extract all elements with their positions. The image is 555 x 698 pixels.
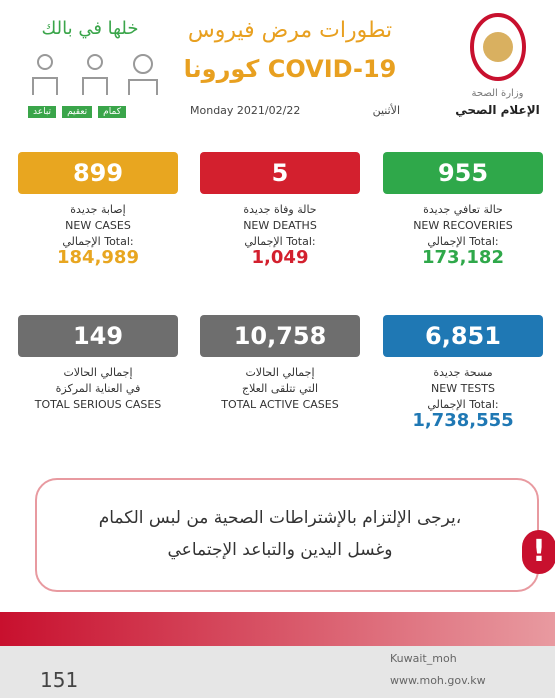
day: الأثنين	[372, 104, 400, 117]
logo	[470, 13, 526, 81]
notice-box	[35, 478, 539, 592]
phone: 151	[40, 668, 79, 692]
card-label-en: TOTAL SERIOUS CASES	[34, 398, 162, 411]
footer-stripe	[0, 612, 555, 646]
card-value: 149	[18, 315, 178, 357]
card-total: 173,182	[422, 247, 504, 268]
card-value: 6,851	[383, 315, 543, 357]
card-label-ar: إجمالي الحالات	[63, 366, 133, 379]
card-label-ar2: التي تتلقى العلاج	[241, 382, 319, 395]
title-line2: كورونا COVID-19	[183, 55, 397, 83]
notice-line2: وغسل اليدين والتباعد الإجتماعي	[167, 540, 393, 560]
social: Kuwait_moh	[390, 652, 457, 665]
title-line1: تطورات مرض فيروس	[187, 18, 393, 43]
card-total-label: الإجمالي Total:	[427, 398, 499, 411]
ministry: وزارة الصحة	[471, 88, 524, 99]
footer	[0, 646, 555, 698]
slogan: خلها في بالك	[41, 18, 139, 39]
precaution-icons	[32, 54, 158, 95]
card-label-ar: مسحة جديدة	[433, 366, 493, 379]
card-total-label: الإجمالي Total:	[62, 235, 134, 248]
card-total-label: الإجمالي Total:	[244, 235, 316, 248]
precaution-labels: تباعد تعقيم كمام	[28, 106, 126, 118]
card-label-en: TOTAL ACTIVE CASES	[221, 398, 339, 411]
card-value: 10,758	[200, 315, 360, 357]
card-label-en: NEW TESTS	[431, 382, 495, 395]
precaution: تباعد	[28, 106, 57, 118]
warning-icon: !	[522, 530, 555, 574]
card-label-en: NEW RECOVERIES	[413, 219, 513, 232]
date-line: Monday 2021/02/22 الأثنين	[190, 104, 400, 117]
card-value: 955	[383, 152, 543, 194]
card-label-en: NEW CASES	[65, 219, 131, 232]
precaution: كمام	[98, 106, 126, 118]
card-label-ar: إجمالي الحالات	[245, 366, 315, 379]
notice-line1: يرجى الإلتزام بالإشتراطات الصحية من لبس …	[98, 508, 462, 528]
card-label-ar: حالة تعافي جديدة	[423, 203, 503, 216]
card-label-ar: حالة وفاة جديدة	[243, 203, 317, 216]
precaution: تعقيم	[62, 106, 93, 118]
card-total: 1,738,555	[412, 410, 514, 431]
card-value: 899	[18, 152, 178, 194]
card-total: 1,049	[251, 247, 309, 268]
card-label-ar2: في العناية المركزة	[55, 382, 141, 395]
department: الإعلام الصحي	[455, 103, 540, 117]
card-total-label: الإجمالي Total:	[427, 235, 499, 248]
card-label-ar: إصابة جديدة	[70, 203, 126, 216]
card-label-en: NEW DEATHS	[243, 219, 317, 232]
website: www.moh.gov.kw	[390, 674, 486, 687]
card-value: 5	[200, 152, 360, 194]
date: Monday 2021/02/22	[190, 104, 301, 117]
card-total: 184,989	[57, 247, 139, 268]
